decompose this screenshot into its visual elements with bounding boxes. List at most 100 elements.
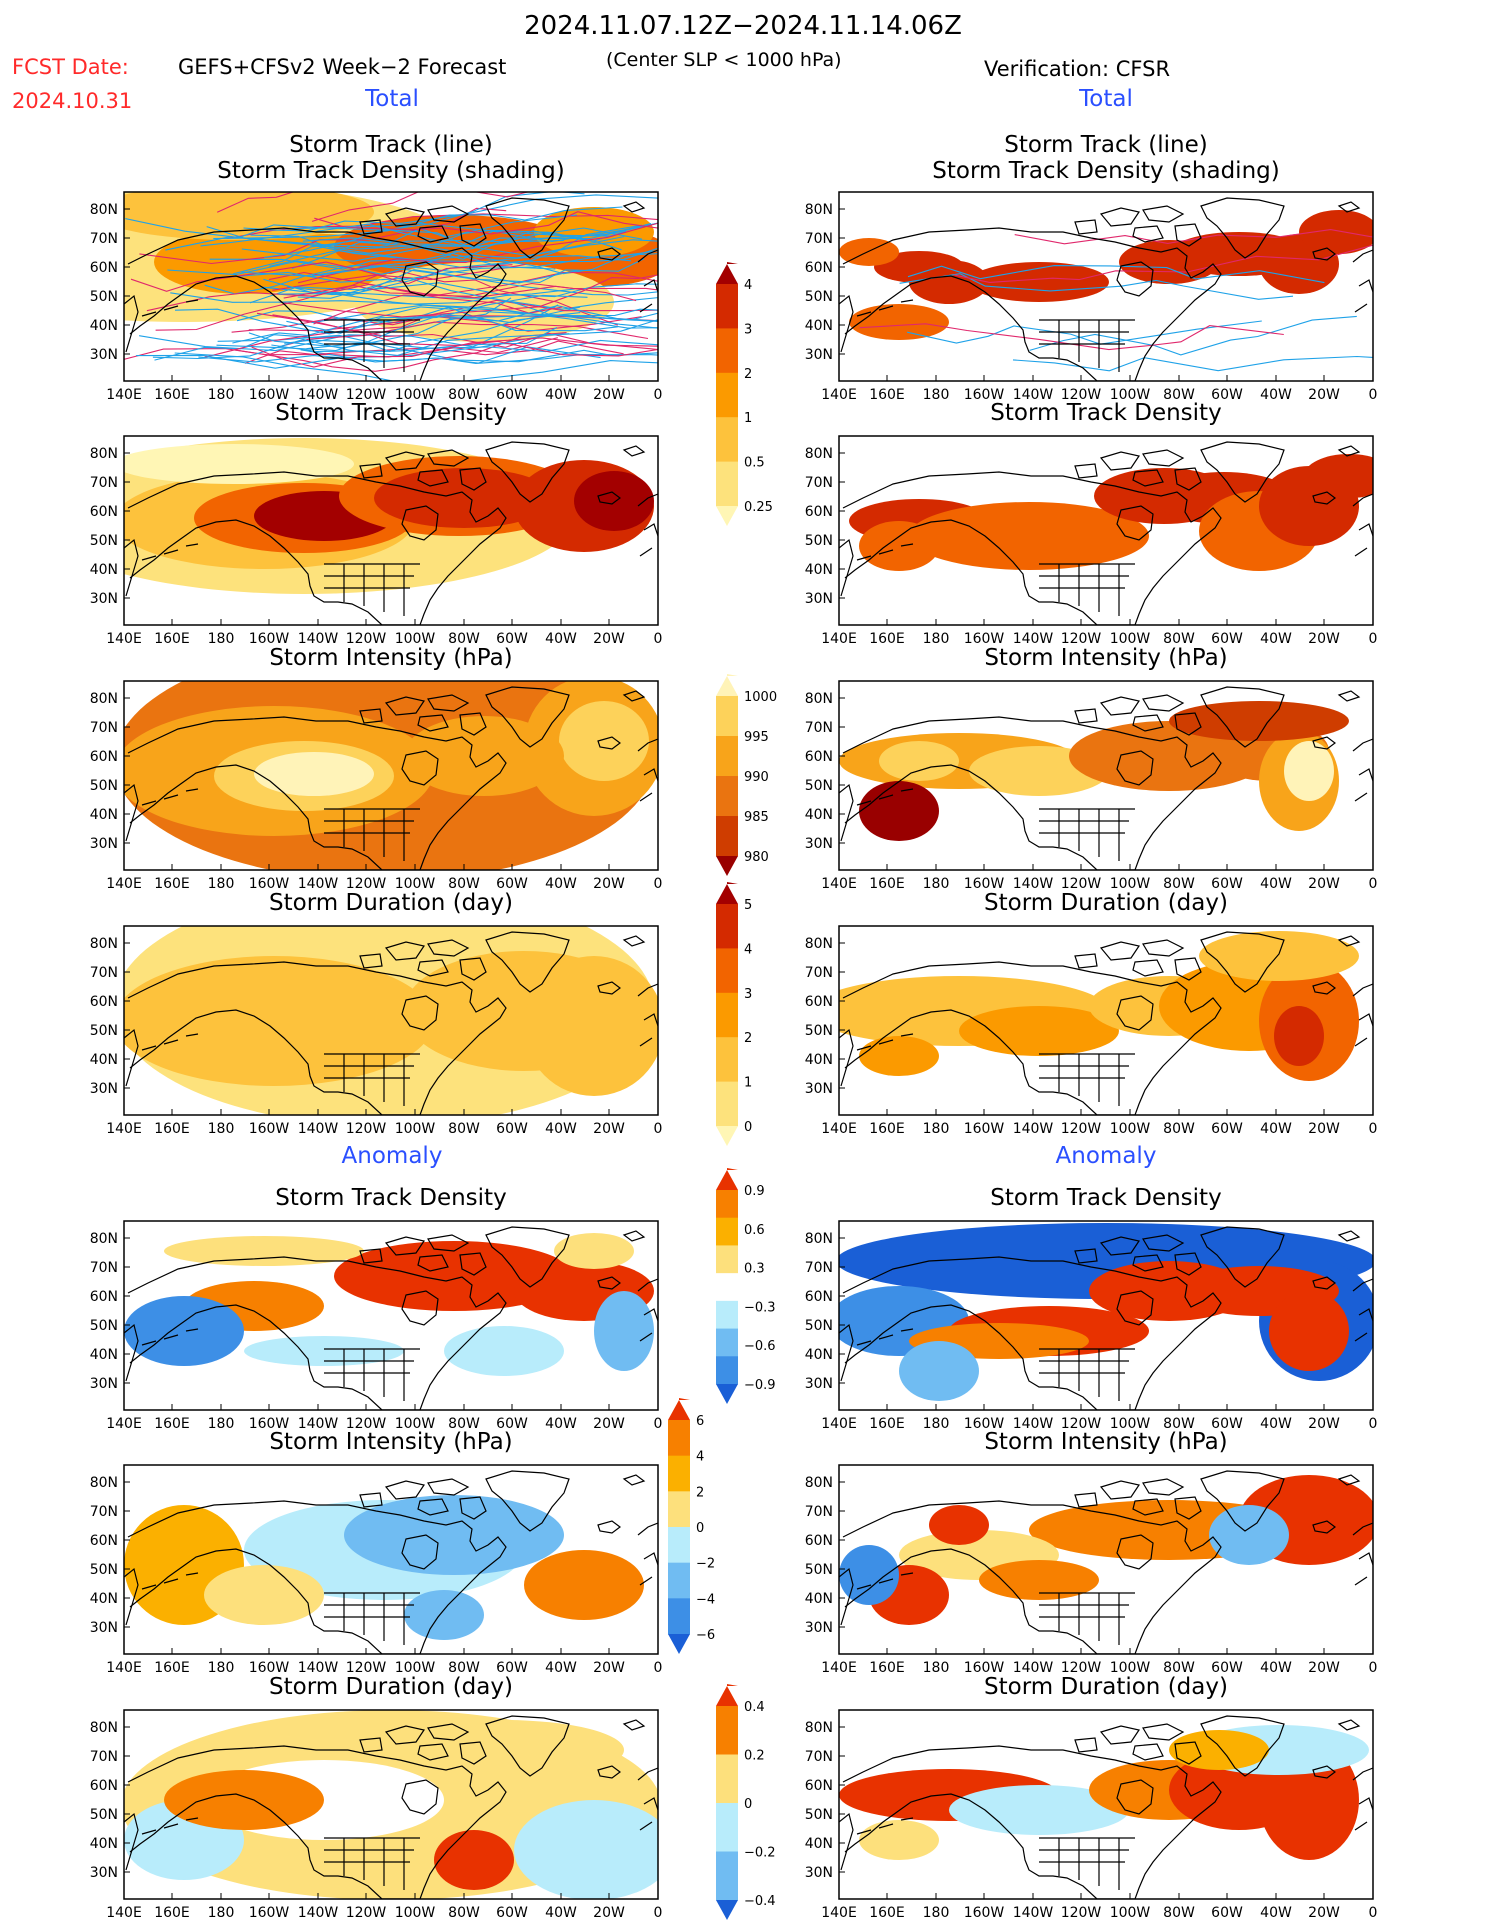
obs-duration-anom-ytick-label-3: 60N <box>805 1778 833 1794</box>
fcst-track-track-line-28 <box>238 192 585 239</box>
colorbar-duration-total-swatch-5 <box>716 1081 738 1127</box>
obs-duration-title-1: Storm Duration (day) <box>984 890 1228 916</box>
obs-duration-map <box>839 926 1373 1115</box>
obs-intensity-anom-ytick-label-1: 40N <box>805 1591 833 1607</box>
colorbar-duration-anomaly-tick-4: −0.4 <box>744 1894 776 1909</box>
obs-track-xtick-label-3: 160W <box>964 387 1005 403</box>
center-slp-criterion: (Center SLP < 1000 hPa) <box>606 49 842 71</box>
colorbar-density-anomaly: 0.9 0.6 0.3 −0.3 −0.6 −0.9 <box>716 1168 776 1404</box>
fcst-duration-xtick-label-4: 140W <box>298 1121 339 1137</box>
map-panels: Storm Track (line)Storm Track Density (s… <box>90 132 1378 1921</box>
fcst-density-ytick-label-0: 30N <box>90 591 118 607</box>
obs-track-xtick-label-1: 160E <box>869 387 905 403</box>
fcst-duration-anom-ytick-label-3: 60N <box>90 1778 118 1794</box>
fcst-track-xtick-label-10: 20W <box>593 387 625 403</box>
fcst-duration-anom-xtick-label-2: 180 <box>208 1905 235 1921</box>
obs-track-xtick-label-4: 140W <box>1013 387 1054 403</box>
fcst-track-title-2: Storm Track Density (shading) <box>217 158 564 184</box>
fcst-intensity-anom-frame <box>123 1464 659 1655</box>
obs-density-anom-field-7 <box>1269 1291 1349 1371</box>
fcst-intensity-anom-ytick-label-3: 60N <box>90 1533 118 1549</box>
fcst-track-ytick-label-0: 30N <box>90 347 118 363</box>
fcst-duration-xtick-label-2: 180 <box>208 1121 235 1137</box>
obs-duration-xtick-label-7: 80W <box>1163 1121 1195 1137</box>
fcst-density-map <box>124 436 658 625</box>
obs-duration-xtick-label-11: 0 <box>1369 1121 1378 1137</box>
fcst-density-anom-ytick-label-5: 80N <box>90 1231 118 1247</box>
fcst-density-anom-field-3 <box>164 1236 364 1266</box>
fcst-intensity-anom-xtick-label-2: 180 <box>208 1660 235 1676</box>
fcst-intensity-xtick-label-8: 60W <box>496 876 528 892</box>
fcst-density-anom-panel: Storm Track Density 140E 160E 180 160W 140W 12… <box>90 1185 663 1432</box>
colorbar-density-anomaly-swatch-7 <box>716 1356 738 1385</box>
fcst-density-xtick-label-8: 60W <box>496 631 528 647</box>
colorbar-intensity-total-tick-1: 995 <box>744 730 769 745</box>
colorbar-duration-total-swatch-3 <box>716 992 738 1038</box>
colorbar-density-anomaly-top <box>716 1168 738 1170</box>
colorbar-intensity-total-swatch-1 <box>716 696 738 737</box>
fcst-track-track-line-18 <box>313 282 658 325</box>
fcst-intensity-anom-ytick-label-2: 50N <box>90 1562 118 1578</box>
fcst-track-ytick-label-4: 70N <box>90 231 118 247</box>
fcst-track-track-line-54 <box>314 211 658 235</box>
fcst-density-anom-ytick-label-2: 50N <box>90 1318 118 1334</box>
obs-density-xtick-label-5: 120W <box>1061 631 1102 647</box>
obs-duration-anom-ytick-label-0: 30N <box>805 1865 833 1881</box>
fcst-density-anom-field-5 <box>124 1296 244 1366</box>
colorbar-intensity-anomaly: 6 4 2 0 −2 −4 −6 <box>668 1398 715 1654</box>
fcst-track-track-line-10 <box>213 206 623 240</box>
fcst-density-anom-xtick-label-4: 140W <box>298 1416 339 1432</box>
obs-density-anom-field-8 <box>899 1341 979 1401</box>
fcst-intensity-anom-field-2 <box>344 1495 564 1575</box>
fcst-track-track-line-41 <box>302 222 658 247</box>
fcst-track-track-line-36 <box>146 283 563 314</box>
fcst-duration-anom-xtick-label-0: 140E <box>106 1905 142 1921</box>
fcst-intensity-title-1: Storm Intensity (hPa) <box>269 645 512 671</box>
obs-density-frame <box>838 435 1374 626</box>
colorbar-density-total-swatch-4 <box>716 417 738 463</box>
obs-intensity-map <box>839 681 1373 870</box>
colorbar-intensity-anomaly-tick-3: 0 <box>696 1521 704 1536</box>
colorbar-density-total-swatch-5 <box>716 461 738 507</box>
figure-header: 2024.11.07.12Z−2024.11.14.06Z FCST Date:… <box>12 11 1170 1169</box>
fcst-duration-anom-xtick-label-9: 40W <box>545 1905 577 1921</box>
obs-duration-ytick-label-3: 60N <box>805 994 833 1010</box>
forecast-system-label: GEFS+CFSv2 Week−2 Forecast <box>178 55 506 79</box>
obs-duration-anom-xtick-label-0: 140E <box>821 1905 857 1921</box>
fcst-duration-map <box>124 926 658 1115</box>
fcst-duration-anom-frame <box>123 1709 659 1900</box>
obs-duration-xtick-label-8: 60W <box>1211 1121 1243 1137</box>
colorbar-duration-anomaly: 0.4 0.2 0 −0.2 −0.4 <box>716 1684 776 1920</box>
fcst-density-frame <box>123 435 659 626</box>
colorbar-density-anomaly-swatch-6 <box>716 1328 738 1357</box>
colorbar-duration-anomaly-top-arrow <box>716 1686 738 1706</box>
obs-intensity-field-8 <box>1169 701 1349 741</box>
fcst-density-ytick-label-4: 70N <box>90 475 118 491</box>
obs-track-ytick-label-4: 70N <box>805 231 833 247</box>
obs-density-anom-xtick-label-3: 160W <box>964 1416 1005 1432</box>
colorbar-duration-total: 5 4 3 2 1 0 <box>716 882 752 1146</box>
obs-duration-anom-field-1 <box>949 1785 1129 1835</box>
fcst-duration-anom-xtick-label-1: 160E <box>154 1905 190 1921</box>
total-section-label-left: Total <box>364 86 419 112</box>
fcst-density-xtick-label-9: 40W <box>545 631 577 647</box>
obs-intensity-anom-field-2 <box>1209 1505 1289 1565</box>
obs-intensity-xtick-label-1: 160E <box>869 876 905 892</box>
obs-density-anom-xtick-label-5: 120W <box>1061 1416 1102 1432</box>
fcst-duration-anom-panel: Storm Duration (day) 140E 160E 180 160W 140W 1… <box>90 1674 663 1921</box>
fcst-density-anom-field-1 <box>334 1241 574 1311</box>
obs-intensity-xtick-label-10: 20W <box>1308 876 1340 892</box>
fcst-track-track-line-39 <box>216 192 530 213</box>
obs-track-xtick-label-9: 40W <box>1260 387 1292 403</box>
fcst-date-label: FCST Date: <box>12 55 129 79</box>
fcst-duration-anom-title-1: Storm Duration (day) <box>269 1674 513 1700</box>
colorbar-density-total-swatch-3 <box>716 372 738 418</box>
fcst-density-panel: Storm Track Density 140E 160E 180 160W 140W 12… <box>90 400 663 647</box>
obs-intensity-anom-ytick-label-0: 30N <box>805 1620 833 1636</box>
fcst-density-xtick-label-1: 160E <box>154 631 190 647</box>
obs-duration-panel: Storm Duration (day) 140E 160E 180 160W 140W 1… <box>805 890 1378 1137</box>
fcst-track-map <box>124 192 658 381</box>
obs-intensity-anom-xtick-label-8: 60W <box>1211 1660 1243 1676</box>
fcst-duration-anom-field-2 <box>384 1720 624 1780</box>
